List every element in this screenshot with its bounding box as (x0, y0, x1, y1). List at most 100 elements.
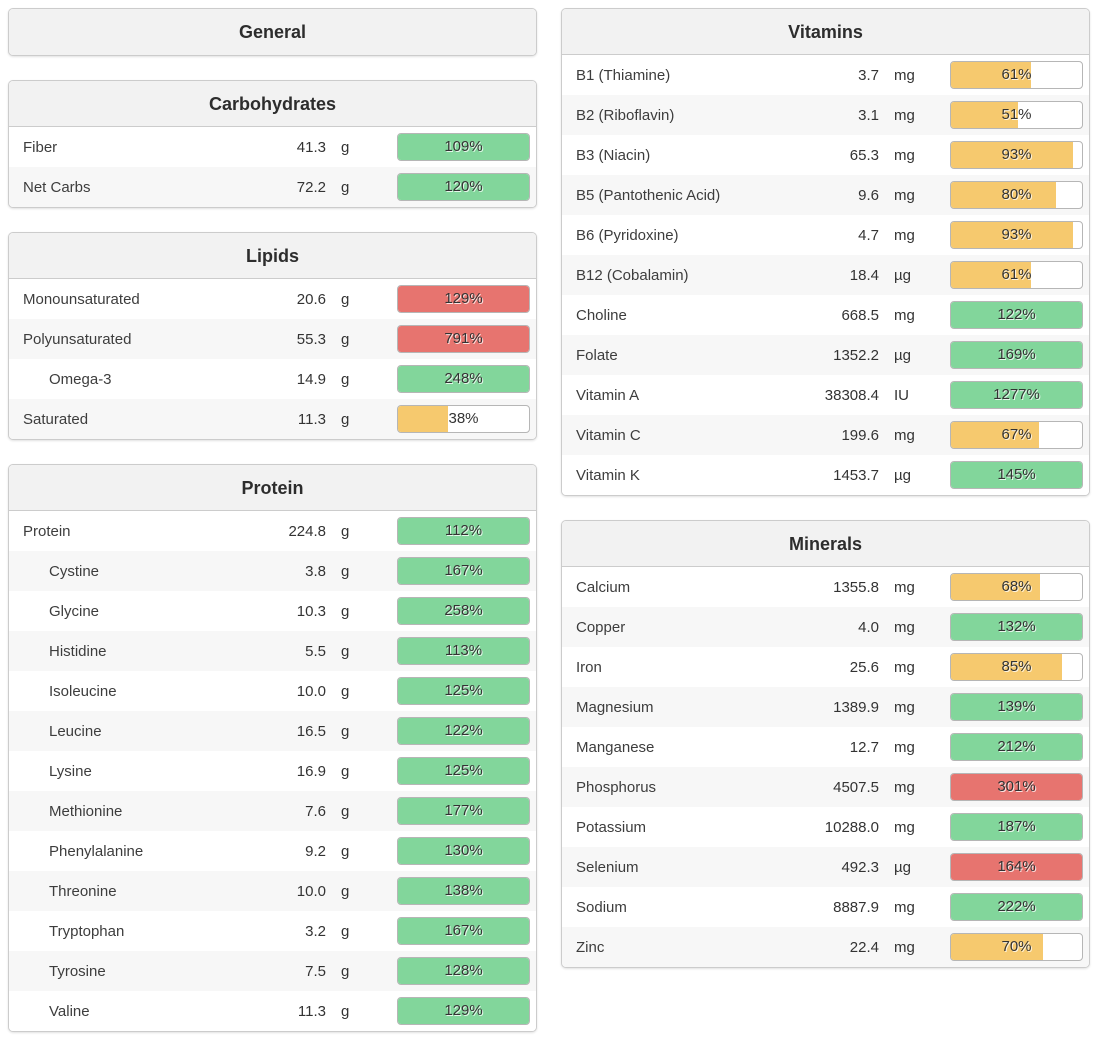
progress-fill (951, 422, 1039, 448)
nutrient-row: Valine 11.3 g 129% (9, 991, 536, 1031)
nutrient-value: 7.5 (305, 962, 326, 980)
nutrient-label: Omega-3 (49, 370, 112, 388)
progress-fill (398, 958, 529, 984)
nutrient-row: Histidine 5.5 g 113% (9, 631, 536, 671)
progress-fill (951, 302, 1082, 328)
nutrient-label: B12 (Cobalamin) (576, 266, 689, 284)
nutrient-unit: mg (894, 226, 915, 244)
progress-bar: 61% (950, 61, 1083, 89)
nutrient-value: 3.7 (858, 66, 879, 84)
progress-bar: 122% (950, 301, 1083, 329)
progress-label: 212% (997, 738, 1036, 755)
nutrient-value: 18.4 (849, 266, 879, 284)
section-title: Minerals (562, 521, 1089, 567)
progress-bar: 222% (950, 893, 1083, 921)
nutrient-row: B2 (Riboflavin) 3.1 mg 51% (562, 95, 1089, 135)
progress-fill (951, 934, 1043, 960)
nutrient-value: 16.5 (296, 722, 326, 740)
nutrient-value: 1453.7 (833, 466, 879, 484)
nutrient-label: Leucine (49, 722, 102, 740)
nutrient-label: Lysine (49, 762, 92, 780)
progress-bar: 122% (397, 717, 530, 745)
progress-label: 70% (1001, 938, 1032, 955)
nutrient-label: Methionine (49, 802, 123, 820)
progress-bar: 164% (950, 853, 1083, 881)
nutrient-unit: mg (894, 426, 915, 444)
nutrient-unit: g (341, 602, 350, 620)
progress-fill (398, 638, 529, 664)
nutrient-row: Tryptophan 3.2 g 167% (9, 911, 536, 951)
section-title: Carbohydrates (9, 81, 536, 127)
nutrient-unit: mg (894, 778, 915, 796)
progress-label: 51% (1001, 106, 1032, 123)
progress-bar: 93% (950, 221, 1083, 249)
nutrient-unit: mg (894, 938, 915, 956)
nutrient-row: Glycine 10.3 g 258% (9, 591, 536, 631)
nutrient-value: 14.9 (296, 370, 326, 388)
nutrient-value: 10.3 (296, 602, 326, 620)
progress-fill (398, 838, 529, 864)
nutrient-row: Choline 668.5 mg 122% (562, 295, 1089, 335)
nutrient-row: Copper 4.0 mg 132% (562, 607, 1089, 647)
nutrient-value: 11.3 (297, 1002, 326, 1020)
nutrient-value: 10.0 (296, 682, 326, 700)
progress-fill (398, 678, 529, 704)
nutrient-value: 7.6 (305, 802, 326, 820)
nutrient-label: Calcium (576, 578, 631, 596)
progress-fill (951, 462, 1082, 488)
progress-label: 128% (444, 962, 483, 979)
nutrient-value: 492.3 (841, 858, 879, 876)
progress-fill (398, 326, 529, 352)
nutrient-row: Threonine 10.0 g 138% (9, 871, 536, 911)
nutrient-row: Tyrosine 7.5 g 128% (9, 951, 536, 991)
nutrient-value: 1352.2 (833, 346, 879, 364)
progress-label: 93% (1001, 226, 1032, 243)
nutrient-row: Phenylalanine 9.2 g 130% (9, 831, 536, 871)
nutrient-label: Manganese (576, 738, 655, 756)
progress-label: 145% (997, 466, 1036, 483)
nutrient-value: 4.7 (858, 226, 879, 244)
progress-fill (951, 142, 1073, 168)
nutrient-row: Sodium 8887.9 mg 222% (562, 887, 1089, 927)
progress-fill (398, 406, 448, 432)
progress-label: 129% (444, 290, 483, 307)
nutrient-row: B6 (Pyridoxine) 4.7 mg 93% (562, 215, 1089, 255)
nutrient-value: 10288.0 (824, 818, 879, 836)
progress-label: 125% (444, 682, 483, 699)
nutrient-unit: g (341, 642, 350, 660)
nutrient-row: B5 (Pantothenic Acid) 9.6 mg 80% (562, 175, 1089, 215)
progress-label: 177% (444, 802, 483, 819)
progress-bar: 61% (950, 261, 1083, 289)
nutrient-unit: µg (894, 466, 911, 484)
nutrient-unit: IU (894, 386, 909, 404)
progress-label: 112% (444, 522, 483, 539)
progress-label: 187% (997, 818, 1036, 835)
nutrient-value: 12.7 (849, 738, 879, 756)
progress-fill (951, 774, 1082, 800)
nutrient-unit: mg (894, 578, 915, 596)
progress-bar: 248% (397, 365, 530, 393)
nutrient-label: Histidine (49, 642, 107, 660)
nutrient-value: 16.9 (296, 762, 326, 780)
nutrient-unit: mg (894, 658, 915, 676)
nutrient-value: 22.4 (849, 938, 879, 956)
section-card-minerals: Minerals Calcium 1355.8 mg 68% Copper 4.0 mg 132… (561, 520, 1090, 968)
left-column: General Carbohydrates Fiber 41.3 g 109% Net Ca… (8, 8, 537, 1032)
progress-fill (398, 798, 529, 824)
nutrient-row: Manganese 12.7 mg 212% (562, 727, 1089, 767)
progress-bar: 139% (950, 693, 1083, 721)
progress-bar: 120% (397, 173, 530, 201)
nutrient-value: 224.8 (288, 522, 326, 540)
nutrient-row: Selenium 492.3 µg 164% (562, 847, 1089, 887)
progress-label: 139% (997, 698, 1036, 715)
nutrient-row: Saturated 11.3 g 38% (9, 399, 536, 439)
progress-fill (951, 734, 1082, 760)
nutrient-unit: g (341, 882, 350, 900)
nutrient-row: Leucine 16.5 g 122% (9, 711, 536, 751)
nutrient-row: Folate 1352.2 µg 169% (562, 335, 1089, 375)
progress-bar: 132% (950, 613, 1083, 641)
progress-label: 132% (997, 618, 1036, 635)
progress-fill (398, 718, 529, 744)
nutrient-value: 3.1 (858, 106, 879, 124)
progress-bar: 125% (397, 677, 530, 705)
